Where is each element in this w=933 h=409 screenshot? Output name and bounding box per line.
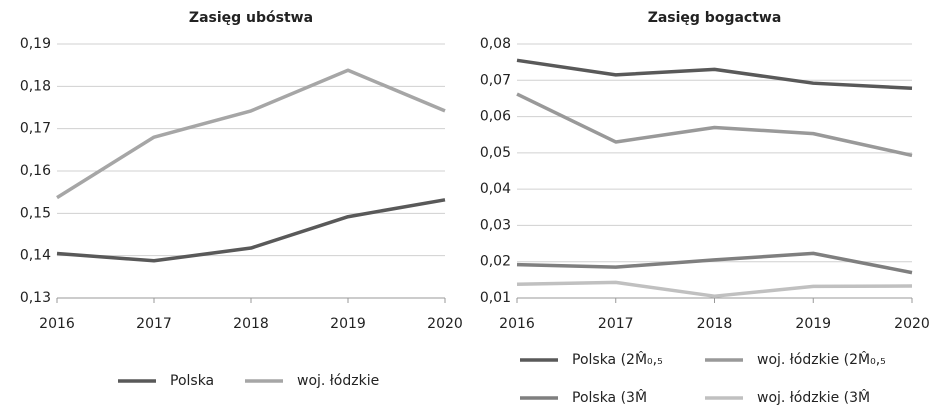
series-line — [516, 58, 913, 91]
y-tick-label: 0,05 — [480, 145, 511, 161]
x-tick-label: 2016 — [39, 316, 75, 332]
series-line — [516, 280, 913, 298]
y-tick-label: 0,04 — [480, 181, 511, 197]
series-line — [56, 68, 446, 200]
x-tick-label: 2017 — [136, 316, 172, 332]
legend-label: Polska (3M̂ — [572, 389, 647, 406]
series-line — [516, 92, 913, 158]
x-tick-label: 2016 — [499, 316, 535, 332]
x-tick-label: 2018 — [233, 316, 269, 332]
legend-label: woj. łódzkie (2M̂₀,₅ — [757, 351, 886, 368]
y-tick-label: 0,07 — [480, 72, 511, 88]
y-tick-label: 0,01 — [480, 290, 511, 306]
y-tick-label: 0,19 — [20, 36, 51, 52]
y-tick-label: 0,18 — [20, 78, 51, 94]
y-tick-label: 0,17 — [20, 121, 51, 137]
legend-label: woj. łódzkie — [297, 373, 379, 389]
y-tick-label: 0,02 — [480, 254, 511, 270]
chart-title: Zasięg ubóstwa — [189, 10, 313, 26]
y-tick-label: 0,03 — [480, 217, 511, 233]
y-tick-label: 0,16 — [20, 163, 51, 179]
x-tick-label: 2019 — [330, 316, 366, 332]
y-tick-label: 0,13 — [20, 290, 51, 306]
x-tick-label: 2018 — [697, 316, 733, 332]
y-tick-label: 0,15 — [20, 205, 51, 221]
y-tick-label: 0,14 — [20, 248, 51, 264]
series-line — [56, 198, 446, 263]
chart-title: Zasięg bogactwa — [648, 10, 782, 26]
x-tick-label: 2020 — [894, 316, 930, 332]
legend-label: Polska — [170, 373, 214, 389]
y-tick-label: 0,08 — [480, 36, 511, 52]
y-tick-label: 0,06 — [480, 109, 511, 125]
legend-label: woj. łódzkie (3M̂ — [757, 389, 870, 406]
legend-label: Polska (2M̂₀,₅ — [572, 351, 663, 368]
series-line — [516, 251, 913, 275]
x-tick-label: 2020 — [427, 316, 463, 332]
x-tick-label: 2019 — [795, 316, 831, 332]
x-tick-label: 2017 — [598, 316, 634, 332]
